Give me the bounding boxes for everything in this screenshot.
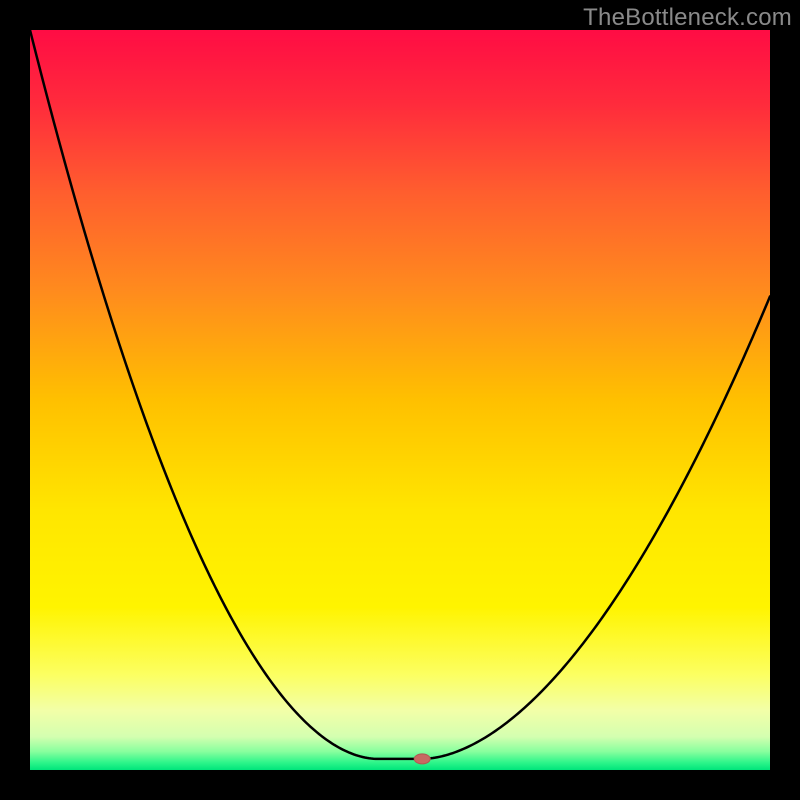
gradient-background [30, 30, 770, 770]
watermark-text: TheBottleneck.com [583, 4, 792, 32]
optimal-point-marker [414, 754, 430, 764]
chart-svg [30, 30, 770, 770]
chart-container: TheBottleneck.com [0, 0, 800, 800]
plot-area [30, 30, 770, 770]
